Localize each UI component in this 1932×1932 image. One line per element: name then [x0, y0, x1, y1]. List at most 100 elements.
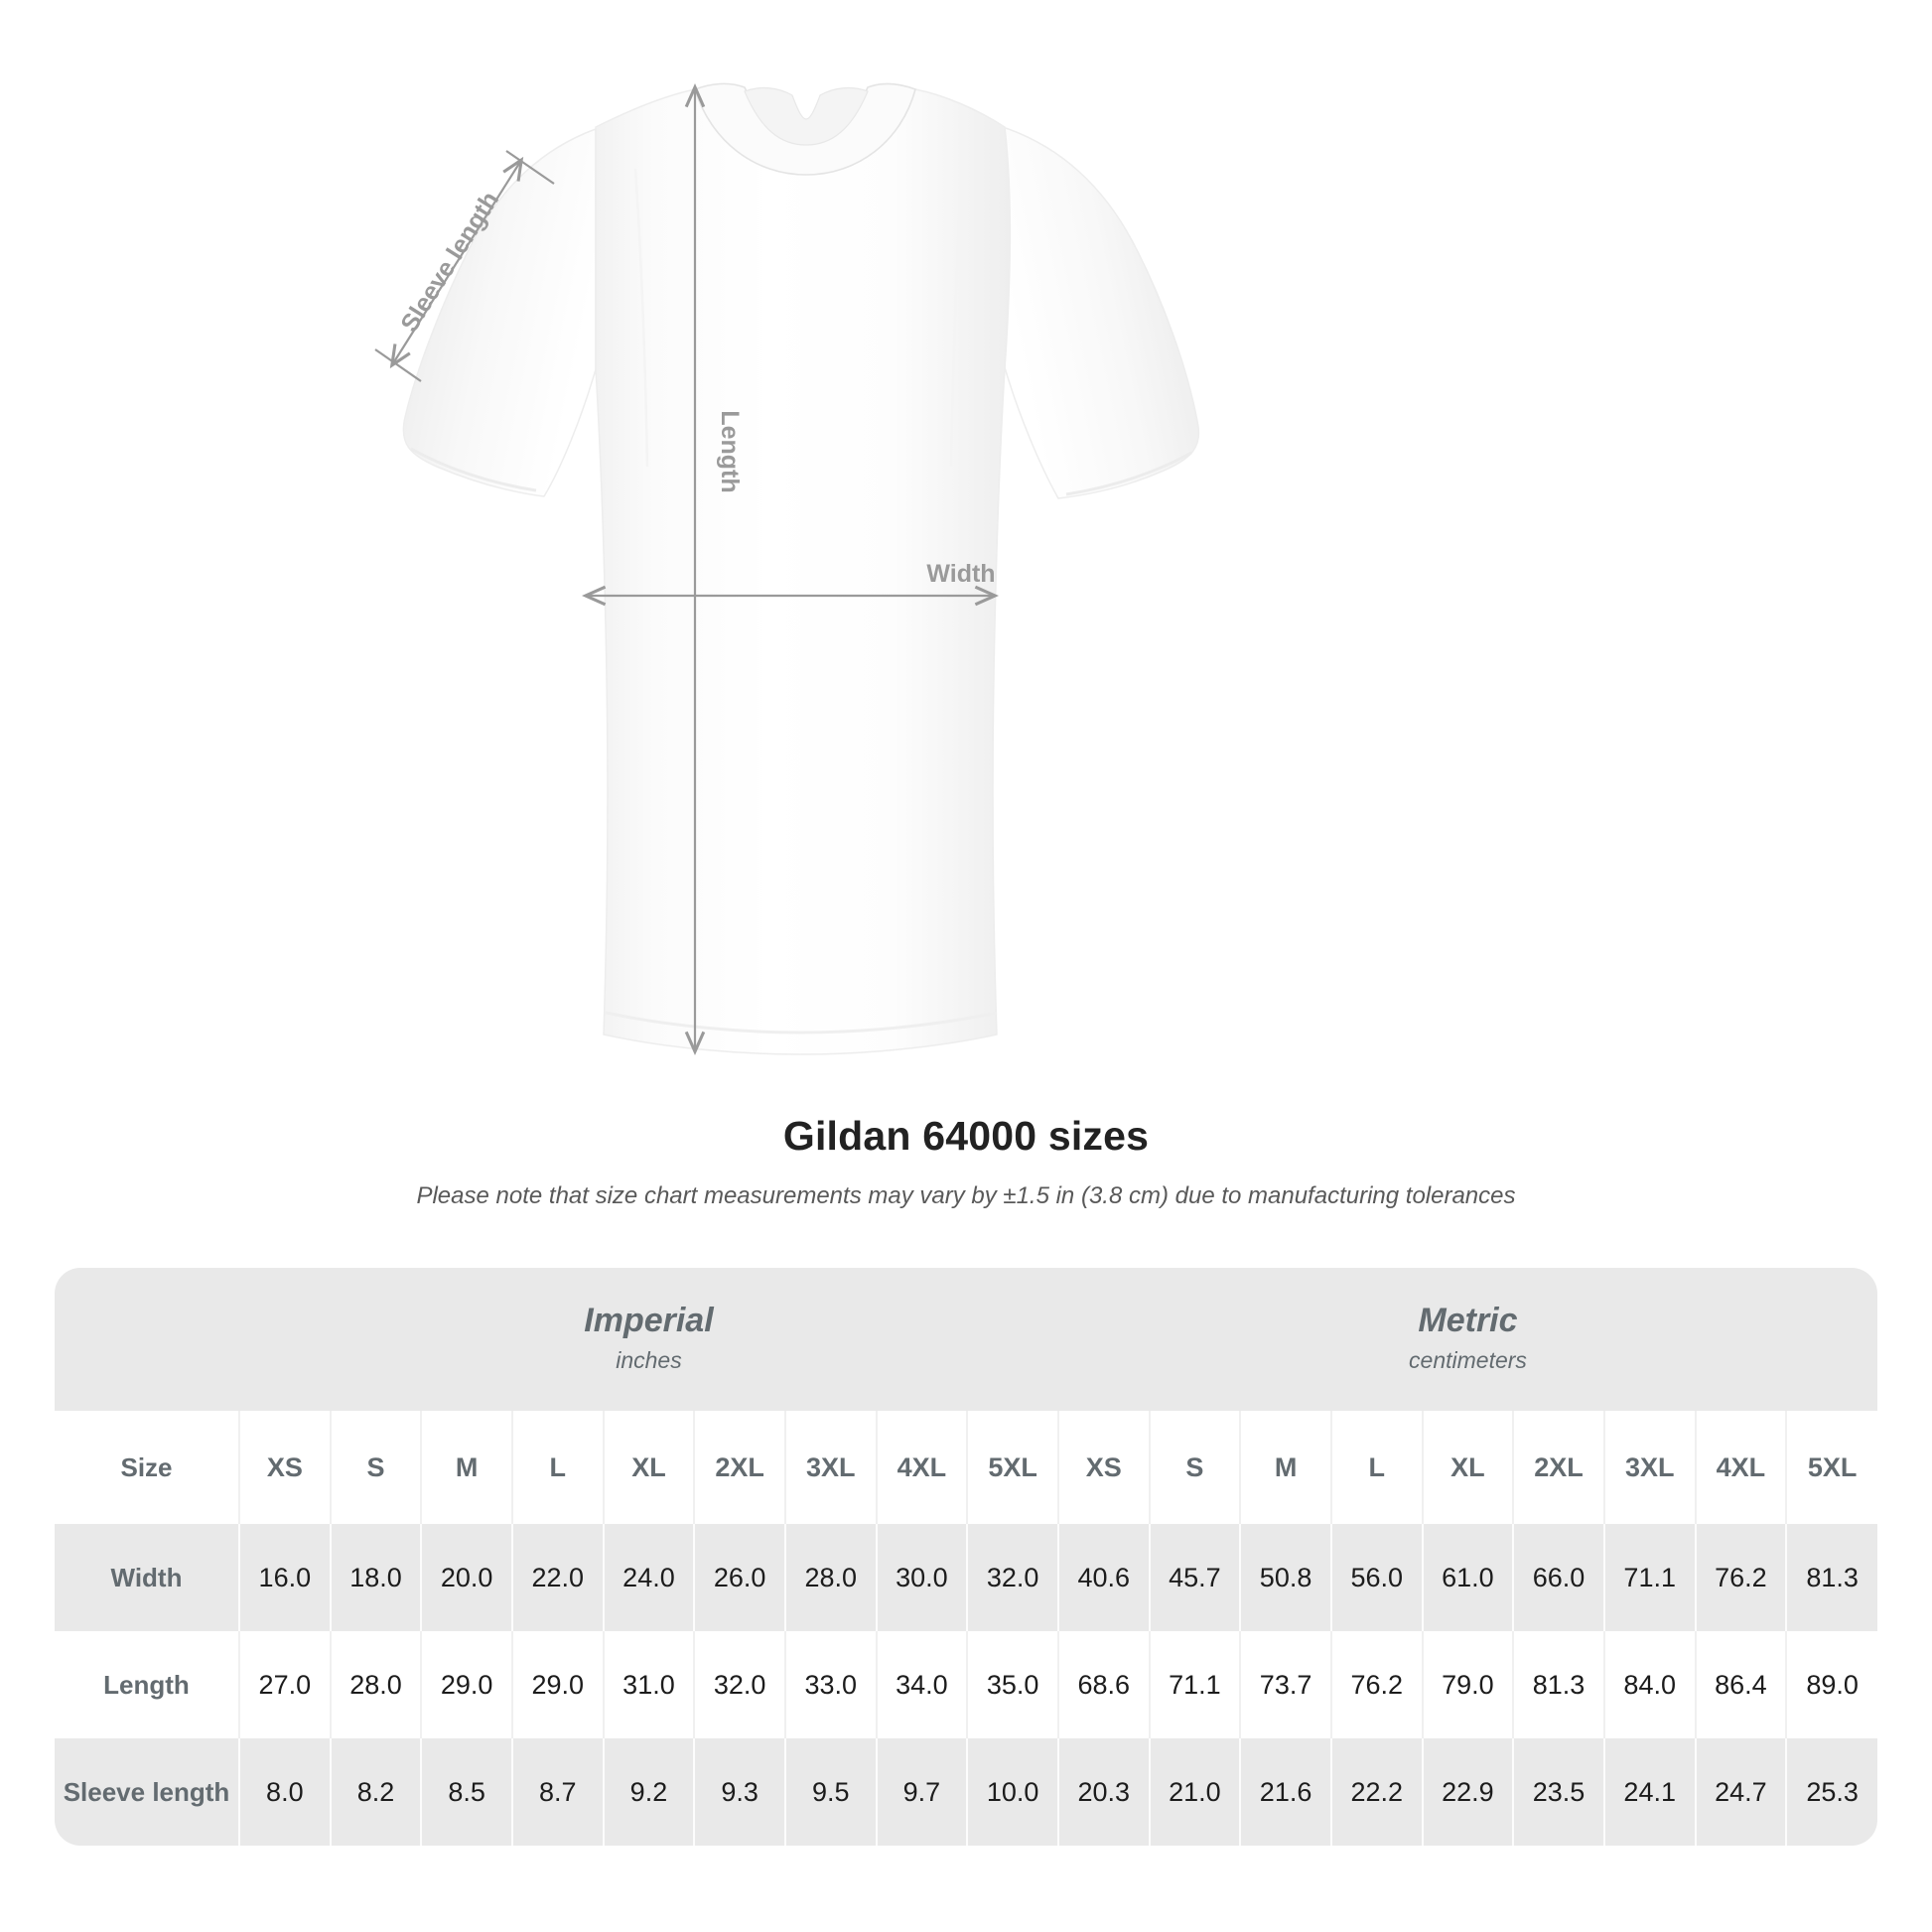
measurement-value-cell: 32.0: [966, 1524, 1058, 1631]
table-row: Width 16.0 18.0 20.0 22.0 24.0 26.0 28.0 30.0 32.…: [55, 1524, 1877, 1631]
measurement-value-cell: 27.0: [238, 1631, 331, 1738]
measurement-value-cell: 71.1: [1148, 1631, 1241, 1738]
size-column-header: Size: [55, 1411, 239, 1524]
tshirt-illustration: [402, 82, 1200, 1055]
measurement-value-cell: 16.0: [238, 1524, 331, 1631]
table-row: Sleeve length 8.0 8.2 8.5 8.7 9.2 9.3 9.5 9.7 10.…: [55, 1738, 1877, 1846]
tshirt-measurement-diagram: Sleeve length Length Width: [374, 82, 1200, 1055]
measurement-value-cell: 50.8: [1239, 1524, 1331, 1631]
measurement-value-cell: 8.5: [420, 1738, 512, 1846]
measurement-value-cell: 28.0: [783, 1524, 877, 1631]
size-header-cell: 4XL: [875, 1411, 968, 1524]
size-header-cell: 2XL: [1512, 1411, 1604, 1524]
size-header-cell: XL: [602, 1411, 695, 1524]
measurement-value-cell: 8.7: [510, 1738, 604, 1846]
size-header-cell: S: [1148, 1411, 1241, 1524]
measurement-value-cell: 89.0: [1785, 1631, 1877, 1738]
measurement-value-cell: 31.0: [602, 1631, 695, 1738]
measurement-value-cell: 84.0: [1602, 1631, 1696, 1738]
measurement-value-cell: 81.3: [1512, 1631, 1604, 1738]
right-sleeve: [1002, 125, 1200, 499]
unit-group-imperial: Imperial inches: [239, 1268, 1058, 1411]
measurement-value-cell: 81.3: [1785, 1524, 1877, 1631]
size-chart-heading: Gildan 64000 sizes Please note that size…: [0, 1112, 1932, 1211]
measurement-value-cell: 9.3: [693, 1738, 785, 1846]
sleeve-dimension-arrow: [389, 156, 524, 369]
measurement-value-cell: 24.0: [602, 1524, 695, 1631]
measurement-value-cell: 28.0: [329, 1631, 422, 1738]
right-sleeve-hem: [1065, 451, 1192, 496]
measurement-row-label: Sleeve length: [55, 1738, 239, 1846]
measurement-value-cell: 20.0: [420, 1524, 512, 1631]
measurement-value-cell: 24.7: [1694, 1738, 1787, 1846]
measurement-value-cell: 76.2: [1329, 1631, 1423, 1738]
sleeve-length-dimension: [374, 150, 555, 382]
size-header-cell: M: [1239, 1411, 1331, 1524]
measurement-value-cell: 32.0: [693, 1631, 785, 1738]
measurement-value-cell: 22.0: [510, 1524, 604, 1631]
unit-system-label: Metric: [1418, 1302, 1518, 1340]
size-header-cell: M: [420, 1411, 512, 1524]
measurement-value-cell: 29.0: [420, 1631, 512, 1738]
measurement-value-cell: 71.1: [1602, 1524, 1696, 1631]
measurement-value-cell: 68.6: [1056, 1631, 1150, 1738]
measurement-value-cell: 21.6: [1239, 1738, 1331, 1846]
size-header-cell: XS: [1056, 1411, 1150, 1524]
measurement-value-cell: 73.7: [1239, 1631, 1331, 1738]
unit-banner-row: Imperial inches Metric centimeters: [55, 1268, 1877, 1411]
size-header-cell: 2XL: [693, 1411, 785, 1524]
size-chart-table-wrapper: Imperial inches Metric centimeters Size XS S M L…: [55, 1268, 1877, 1846]
measurement-value-cell: 30.0: [875, 1524, 968, 1631]
size-header-cell: 3XL: [783, 1411, 877, 1524]
size-header-cell: S: [329, 1411, 422, 1524]
size-header-row: Size XS S M L XL 2XL 3XL 4XL 5XL XS S M L XL 2XL 3XL 4XL 5…: [55, 1411, 1877, 1524]
hem-line: [605, 1011, 998, 1035]
size-header-cell: 5XL: [1785, 1411, 1877, 1524]
measurement-value-cell: 40.6: [1056, 1524, 1150, 1631]
size-header-cell: 5XL: [966, 1411, 1058, 1524]
table-row: Length 27.0 28.0 29.0 29.0 31.0 32.0 33.0 34.0 35…: [55, 1631, 1877, 1738]
unit-name-label: centimeters: [1409, 1347, 1527, 1374]
measurement-value-cell: 26.0: [693, 1524, 785, 1631]
page-title: Gildan 64000 sizes: [782, 1113, 1150, 1159]
size-header-cell: L: [1329, 1411, 1423, 1524]
measurement-value-cell: 76.2: [1694, 1524, 1787, 1631]
measurement-row-label: Width: [55, 1524, 239, 1631]
measurement-value-cell: 34.0: [875, 1631, 968, 1738]
measurement-value-cell: 23.5: [1512, 1738, 1604, 1846]
tolerance-note: Please note that size chart measurements…: [416, 1182, 1516, 1210]
size-header-cell: L: [510, 1411, 604, 1524]
measurement-value-cell: 35.0: [966, 1631, 1058, 1738]
measurement-value-cell: 9.7: [875, 1738, 968, 1846]
left-sleeve-hem: [410, 447, 537, 492]
measurement-value-cell: 56.0: [1329, 1524, 1423, 1631]
measurement-value-cell: 25.3: [1785, 1738, 1877, 1846]
measurement-value-cell: 79.0: [1421, 1631, 1514, 1738]
size-header-cell: XS: [238, 1411, 331, 1524]
size-header-cell: XL: [1421, 1411, 1514, 1524]
measurement-value-cell: 21.0: [1148, 1738, 1241, 1846]
measurement-value-cell: 86.4: [1694, 1631, 1787, 1738]
size-chart-table: Imperial inches Metric centimeters Size XS S M L…: [55, 1268, 1877, 1846]
measurement-value-cell: 22.2: [1329, 1738, 1423, 1846]
measurement-value-cell: 45.7: [1148, 1524, 1241, 1631]
unit-banner-spacer: [55, 1268, 239, 1411]
width-label: Width: [926, 560, 995, 588]
measurement-value-cell: 10.0: [966, 1738, 1058, 1846]
measurement-value-cell: 18.0: [329, 1524, 422, 1631]
measurement-value-cell: 22.9: [1421, 1738, 1514, 1846]
measurement-value-cell: 29.0: [510, 1631, 604, 1738]
measurement-value-cell: 20.3: [1056, 1738, 1150, 1846]
size-header-cell: 4XL: [1694, 1411, 1787, 1524]
measurement-value-cell: 66.0: [1512, 1524, 1604, 1631]
measurement-row-label: Length: [55, 1631, 239, 1738]
measurement-value-cell: 33.0: [783, 1631, 877, 1738]
measurement-value-cell: 24.1: [1602, 1738, 1696, 1846]
measurement-value-cell: 8.2: [329, 1738, 422, 1846]
unit-name-label: inches: [616, 1347, 682, 1374]
sleeve-tick-top: [505, 150, 555, 185]
length-label: Length: [716, 410, 744, 492]
measurement-value-cell: 9.5: [783, 1738, 877, 1846]
measurement-value-cell: 9.2: [602, 1738, 695, 1846]
size-header-cell: 3XL: [1602, 1411, 1696, 1524]
